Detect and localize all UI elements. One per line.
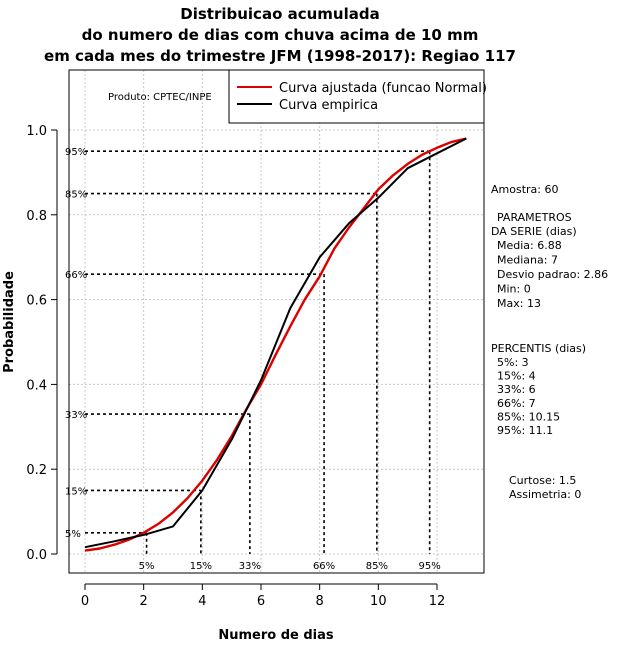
y-axis-title: Probabilidade [2, 271, 17, 373]
plot-frame [68, 69, 485, 574]
x-tick-label: 10 [370, 594, 387, 609]
percentile-y-label: 95% [65, 147, 87, 158]
x-tick-label: 0 [81, 594, 89, 609]
percentil-value: 66%: 7 [497, 397, 536, 410]
title-line: do numero de dias com chuva acima de 10 … [82, 26, 479, 44]
x-tick-label: 4 [198, 594, 206, 609]
axes: 0 2 4 6 8 10 12 0.0 0.2 0.4 0.6 0.8 1.0 Numero de dia… [2, 124, 445, 643]
params-title: PARAMETROS [497, 211, 572, 224]
param-value: Min: 0 [497, 283, 531, 296]
percentile-markers: 5% 5% 15% 15% 33% 33% 66% 66% 85% 85% 95% 95% [65, 147, 441, 572]
percentil-value: 5%: 3 [497, 356, 529, 369]
empirical-curve-line [84, 137, 467, 549]
sample-size: Amostra: 60 [491, 183, 558, 196]
percentil-value: 33%: 6 [497, 383, 536, 396]
y-tick-label: 0.6 [26, 294, 47, 309]
legend: Curva ajustada (funcao Normal) Curva empi… [228, 69, 487, 124]
series [84, 137, 467, 552]
percentis-title: PERCENTIS (dias) [491, 342, 586, 355]
percentile-y-label: 85% [65, 190, 87, 201]
percentile-y-label: 33% [65, 410, 87, 421]
param-value: Desvio padrao: 2.86 [497, 268, 608, 281]
grid [69, 70, 484, 573]
percentile-x-label: 15% [190, 561, 212, 572]
x-tick-label: 12 [429, 594, 446, 609]
x-tick-label: 2 [140, 594, 148, 609]
percentil-value: 85%: 10.15 [497, 410, 560, 423]
percentile-x-label: 66% [313, 561, 335, 572]
legend-label: Curva empirica [279, 98, 378, 113]
title-line: Distribuicao acumulada [180, 5, 379, 23]
producer-label: Produto: CPTEC/INPE [108, 92, 212, 103]
percentile-x-label: 95% [419, 561, 441, 572]
x-axis-title: Numero de dias [218, 628, 334, 643]
y-tick-label: 1.0 [26, 124, 47, 139]
percentile-y-label: 5% [65, 529, 81, 540]
skewness-value: Assimetria: 0 [509, 488, 581, 501]
chart-title: Distribuicao acumulada do numero de dias … [44, 5, 516, 65]
y-tick-label: 0.8 [26, 209, 47, 224]
title-line: em cada mes do trimestre JFM (1998-2017)… [44, 47, 516, 65]
param-value: Mediana: 7 [497, 254, 558, 267]
percentil-value: 15%: 4 [497, 370, 536, 383]
percentile-y-label: 66% [65, 270, 87, 281]
percentil-value: 95%: 11.1 [497, 424, 553, 437]
param-value: Max: 13 [497, 297, 541, 310]
percentile-x-label: 33% [239, 561, 261, 572]
x-tick-label: 8 [316, 594, 324, 609]
y-tick-label: 0.4 [26, 378, 47, 393]
x-tick-label: 6 [257, 594, 265, 609]
kurtosis-value: Curtose: 1.5 [509, 474, 576, 487]
param-value: Media: 6.88 [497, 239, 562, 252]
y-tick-label: 0.2 [26, 463, 47, 478]
percentile-x-label: 5% [139, 561, 155, 572]
percentile-y-label: 15% [65, 486, 87, 497]
y-tick-label: 0.0 [26, 548, 47, 563]
legend-box [228, 69, 485, 124]
percentile-x-label: 85% [366, 561, 388, 572]
fitted-curve-line [84, 137, 467, 552]
params-subtitle: DA SERIE (dias) [491, 225, 577, 238]
legend-label: Curva ajustada (funcao Normal) [279, 81, 487, 96]
